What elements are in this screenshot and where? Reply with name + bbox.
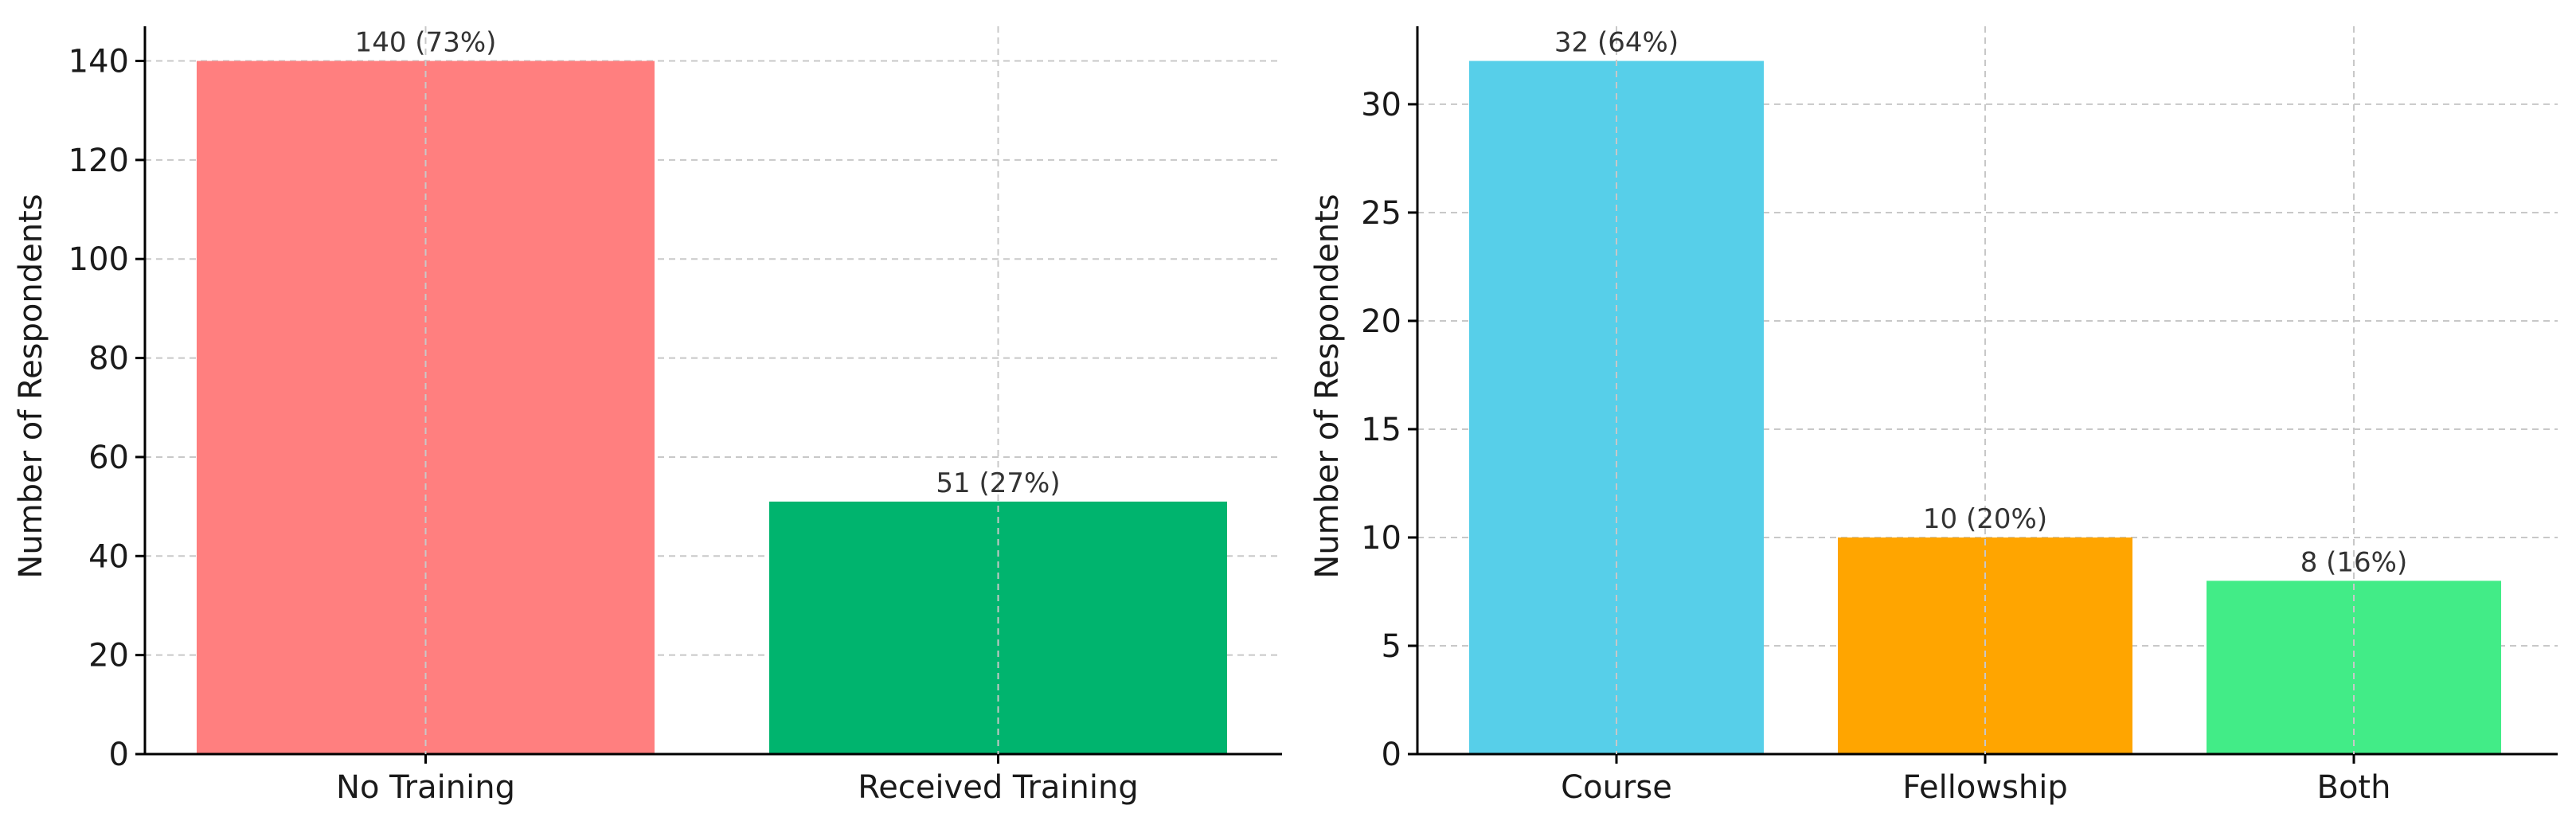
- left-x-tick-label: No Training: [336, 769, 515, 806]
- left-y-tick-label: 60: [88, 440, 129, 476]
- right-y-tick-label: 20: [1361, 303, 1401, 340]
- right-y-axis-title: Number of Respondents: [1309, 194, 1346, 578]
- left-y-axis-title: Number of Respondents: [13, 194, 49, 578]
- left-y-tick-label: 140: [68, 44, 129, 80]
- right-bar-value-label: 8 (16%): [2300, 546, 2408, 578]
- right-y-tick-label: 30: [1361, 87, 1401, 123]
- right-x-tick-label: Course: [1561, 769, 1672, 806]
- right-y-tick-label: 0: [1382, 737, 1401, 773]
- right-x-tick-label: Fellowship: [1902, 769, 2068, 806]
- right-y-tick-label: 25: [1361, 195, 1401, 232]
- left-y-tick-label: 80: [88, 341, 129, 377]
- right-y-tick-label: 10: [1361, 520, 1401, 557]
- left-y-tick-label: 20: [88, 638, 129, 674]
- right-bar-value-label: 10 (20%): [1923, 503, 2047, 535]
- left-x-tick-label: Received Training: [858, 769, 1139, 806]
- right-bar-value-label: 32 (64%): [1554, 27, 1679, 59]
- chart-left: 0 20 40 60 80 100 120 140 No Training Received Tr…: [13, 26, 1282, 806]
- right-x-tick-label: Both: [2317, 769, 2391, 806]
- left-bar-value-label: 51 (27%): [936, 467, 1060, 499]
- right-y-tick-label: 15: [1361, 412, 1401, 448]
- right-axes: 0 5 10 15 20 25 30 Course Fellowship Both: [1361, 26, 2558, 806]
- right-y-tick-label: 5: [1382, 628, 1401, 665]
- right-labels: 32 (64%) 10 (20%) 8 (16%): [1554, 26, 2407, 754]
- left-labels: 140 (73%) 51 (27%): [355, 26, 1061, 754]
- left-bar-value-label: 140 (73%): [355, 27, 497, 59]
- left-y-tick-label: 120: [68, 143, 129, 179]
- left-y-tick-label: 0: [109, 737, 129, 773]
- left-axes: 0 20 40 60 80 100 120 140 No Training Received Tr…: [68, 26, 1282, 806]
- left-y-tick-label: 100: [68, 241, 129, 278]
- chart-right: 0 5 10 15 20 25 30 Course Fellowship Both 32 (64%…: [1309, 26, 2558, 806]
- left-y-tick-label: 40: [88, 538, 129, 575]
